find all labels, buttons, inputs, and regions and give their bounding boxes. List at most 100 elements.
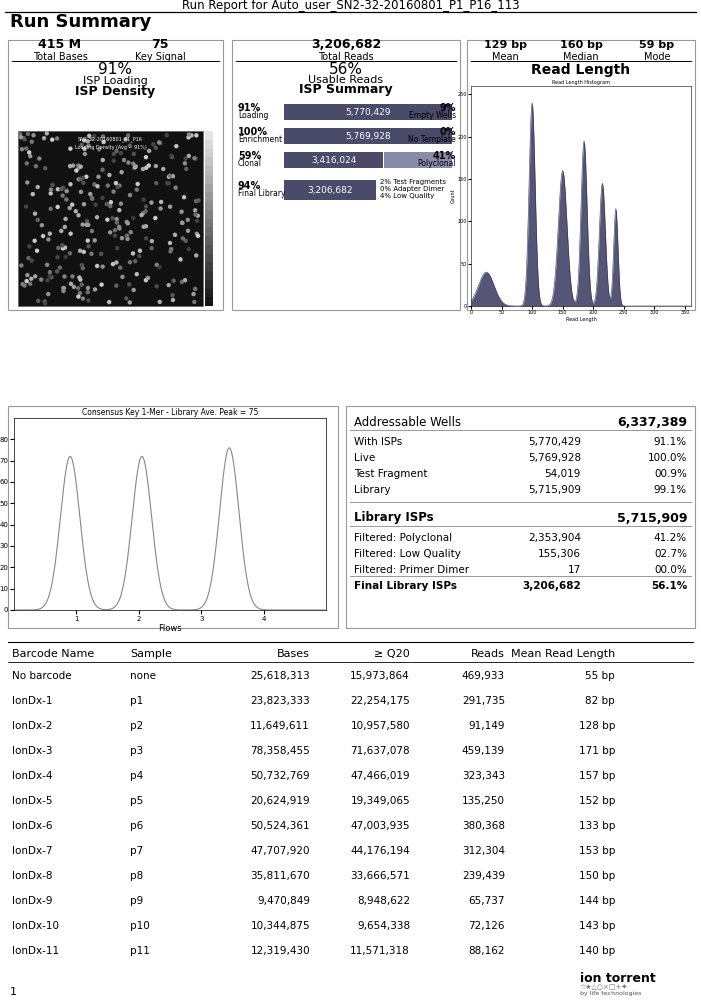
Circle shape [186, 218, 189, 221]
Circle shape [196, 234, 200, 237]
Text: 5,770,429: 5,770,429 [528, 437, 581, 447]
Text: p6: p6 [130, 821, 143, 831]
Circle shape [77, 164, 80, 167]
Circle shape [80, 283, 83, 286]
Text: Library: Library [354, 485, 390, 495]
Bar [467, 40, 695, 310]
Circle shape [119, 202, 123, 205]
Circle shape [79, 165, 82, 168]
Circle shape [79, 178, 82, 181]
Circle shape [142, 198, 145, 201]
Circle shape [114, 182, 117, 185]
Circle shape [77, 178, 81, 181]
Text: 11,571,318: 11,571,318 [350, 946, 410, 956]
Circle shape [62, 286, 65, 289]
Circle shape [47, 293, 50, 296]
Circle shape [187, 136, 190, 139]
Circle shape [88, 134, 90, 137]
Circle shape [63, 225, 67, 228]
Circle shape [170, 155, 173, 158]
Text: 0% Adapter Dimer: 0% Adapter Dimer [381, 186, 444, 192]
Circle shape [168, 182, 170, 185]
Circle shape [29, 282, 32, 285]
Text: 3,206,682: 3,206,682 [308, 186, 353, 194]
Circle shape [96, 185, 99, 188]
Circle shape [147, 164, 150, 167]
Circle shape [62, 290, 65, 293]
Circle shape [83, 147, 86, 150]
Circle shape [126, 222, 129, 225]
Text: p7: p7 [130, 846, 143, 856]
Text: 20,624,919: 20,624,919 [250, 796, 310, 806]
Text: 140 bp: 140 bp [579, 946, 615, 956]
Circle shape [132, 216, 135, 219]
Circle shape [120, 152, 123, 155]
Circle shape [56, 256, 59, 259]
Circle shape [180, 210, 183, 213]
Text: p11: p11 [130, 946, 150, 956]
Text: 47,466,019: 47,466,019 [350, 771, 410, 781]
Circle shape [160, 200, 163, 203]
Circle shape [93, 239, 96, 242]
Circle shape [154, 217, 157, 220]
Circle shape [93, 183, 96, 186]
Text: 155,306: 155,306 [538, 549, 581, 559]
Circle shape [41, 235, 45, 238]
Text: Filtered: Primer Dimer: Filtered: Primer Dimer [354, 565, 469, 575]
Bar [284, 180, 376, 200]
Circle shape [195, 134, 198, 137]
Bar [205, 157, 213, 166]
Text: 59 bp: 59 bp [639, 40, 674, 50]
Text: p5: p5 [130, 796, 143, 806]
Bar [205, 262, 213, 271]
Text: ISP Summary: ISP Summary [299, 84, 393, 97]
Circle shape [123, 159, 125, 162]
Circle shape [118, 184, 121, 187]
Circle shape [25, 147, 28, 150]
Text: IonDx-5: IonDx-5 [12, 796, 53, 806]
Text: Total Reads: Total Reads [318, 52, 374, 62]
Circle shape [148, 149, 151, 152]
Text: 72,126: 72,126 [468, 921, 505, 931]
Circle shape [69, 252, 72, 255]
Text: 8,948,622: 8,948,622 [357, 896, 410, 906]
Text: Sample: Sample [130, 649, 172, 659]
Circle shape [118, 227, 121, 230]
Circle shape [43, 167, 47, 170]
Circle shape [69, 232, 72, 235]
Circle shape [34, 212, 36, 215]
Text: No barcode: No barcode [12, 671, 72, 681]
Circle shape [79, 278, 82, 281]
Text: ≥ Q20: ≥ Q20 [374, 649, 410, 659]
Text: 47,707,920: 47,707,920 [250, 846, 310, 856]
Text: IonDx-9: IonDx-9 [12, 896, 53, 906]
Circle shape [180, 280, 184, 283]
Circle shape [175, 145, 178, 148]
Bar [205, 166, 213, 175]
Circle shape [95, 264, 99, 267]
Circle shape [184, 162, 186, 165]
Circle shape [126, 237, 129, 240]
Text: none: none [130, 671, 156, 681]
Circle shape [64, 217, 67, 220]
Circle shape [159, 142, 162, 145]
Circle shape [90, 230, 93, 233]
Circle shape [144, 156, 147, 159]
Text: 17: 17 [568, 565, 581, 575]
Circle shape [83, 203, 86, 206]
Circle shape [171, 175, 175, 178]
Circle shape [144, 279, 147, 282]
Text: Total Bases: Total Bases [32, 52, 88, 62]
Circle shape [20, 136, 22, 139]
Text: 129 bp: 129 bp [484, 40, 526, 50]
Circle shape [128, 283, 131, 286]
Circle shape [150, 201, 153, 204]
Text: SN2-32-20160801_P1_P16: SN2-32-20160801_P1_P16 [78, 136, 143, 142]
Circle shape [132, 162, 135, 165]
Text: Final Library ISPs: Final Library ISPs [354, 581, 457, 591]
Circle shape [170, 154, 173, 157]
Text: 82 bp: 82 bp [585, 696, 615, 706]
Bar [205, 184, 213, 192]
Circle shape [48, 274, 51, 277]
Text: 47,003,935: 47,003,935 [350, 821, 410, 831]
